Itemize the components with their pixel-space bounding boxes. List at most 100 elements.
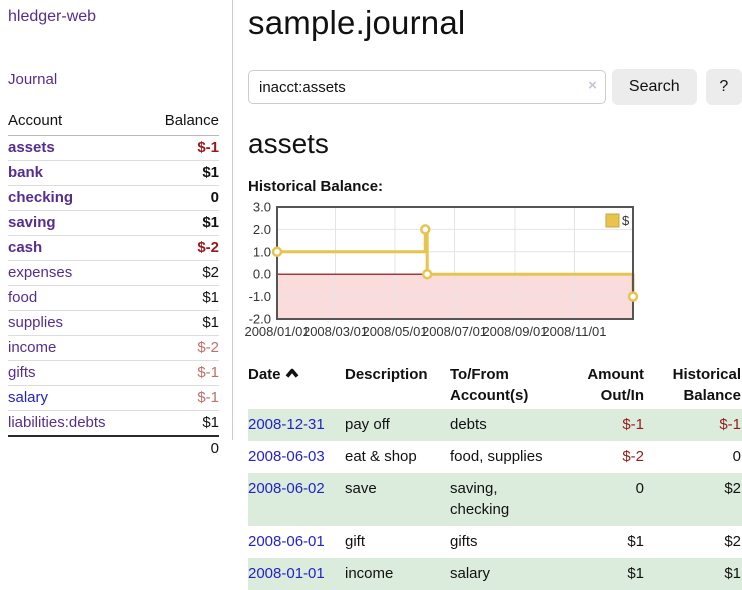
- account-row: gifts $-1: [8, 360, 219, 386]
- register-header-tofrom: To/From Account(s): [450, 366, 529, 404]
- account-balance: $1: [143, 160, 219, 186]
- search-button[interactable]: Search: [611, 69, 697, 105]
- register-row: 2008-06-01 gift gifts $1 $2: [248, 526, 742, 558]
- account-title: assets: [248, 128, 329, 159]
- clear-search-icon[interactable]: ×: [588, 77, 597, 94]
- transaction-date-link[interactable]: 2008-06-02: [248, 480, 325, 497]
- account-link-supplies[interactable]: supplies: [8, 314, 64, 331]
- register-description-cell: income: [345, 565, 394, 582]
- data-point-marker: [271, 246, 283, 258]
- register-row: 2008-01-01 income salary $1 $1: [248, 558, 742, 590]
- y-tick-label: 2.0: [253, 222, 271, 237]
- y-tick-label: 1.0: [253, 244, 271, 259]
- account-cell: expenses: [8, 260, 144, 286]
- account-link-saving[interactable]: saving: [8, 214, 56, 231]
- account-cell: gifts: [8, 360, 144, 386]
- data-point-marker: [627, 291, 639, 302]
- register-header-amount: Amount Out/In: [587, 366, 644, 404]
- account-cell: income: [8, 335, 144, 361]
- register-row: 2008-06-03 eat & shop food, supplies $-2 0: [248, 441, 742, 473]
- account-cell: cash: [8, 235, 144, 261]
- register-description-cell: eat & shop: [345, 448, 417, 465]
- account-cell: salary: [8, 385, 144, 411]
- register-date-cell: 2008-06-03: [248, 441, 345, 473]
- register-amount-cell: $-1: [562, 409, 644, 441]
- account-link-expenses[interactable]: expenses: [8, 264, 73, 281]
- accounts-total-spacer: [8, 435, 144, 461]
- account-row: income $-2: [8, 335, 219, 361]
- transaction-date-link[interactable]: 2008-12-31: [248, 416, 325, 433]
- register-amount-cell: $-2: [562, 441, 644, 473]
- x-tick-label: 2008/01/01: [244, 324, 309, 339]
- account-balance: $1: [143, 410, 219, 436]
- app-brand-link[interactable]: hledger-web: [8, 8, 97, 25]
- register-description-cell: gift: [345, 533, 366, 550]
- register-tofrom-cell: debts: [450, 416, 487, 433]
- register-date-cell: 2008-06-02: [248, 473, 345, 526]
- account-row: food $1: [8, 285, 219, 311]
- register-balance-cell: $2: [724, 533, 741, 550]
- data-point-marker: [420, 224, 431, 235]
- accounts-total-row: 0: [8, 435, 219, 461]
- sidebar: hledger-web Journal Account Balance asse…: [0, 0, 233, 461]
- account-balance: $-2: [143, 235, 219, 261]
- account-balance: $1: [143, 210, 219, 236]
- x-tick-label: 2008/05/01: [362, 324, 427, 339]
- y-tick-label: -2.0: [249, 312, 271, 327]
- register-balance-cell: $2: [724, 480, 741, 497]
- account-cell: bank: [8, 160, 144, 186]
- plot-border: [276, 206, 634, 320]
- search-row: × Search ?: [248, 69, 742, 105]
- chart-label: Historical Balance:: [248, 178, 384, 195]
- account-cell: saving: [8, 210, 144, 236]
- account-link-assets[interactable]: assets: [8, 139, 55, 156]
- x-tick-label: 2008/03/01: [303, 324, 368, 339]
- account-link-cash[interactable]: cash: [8, 239, 43, 256]
- search-input[interactable]: [248, 70, 606, 104]
- nav-journal-link[interactable]: Journal: [8, 71, 58, 88]
- account-link-liabilities-debts[interactable]: liabilities:debts: [8, 414, 106, 431]
- register-amount-cell-value: $-1: [622, 416, 644, 433]
- legend-swatch: [605, 213, 620, 228]
- account-row: salary $-1: [8, 385, 219, 411]
- account-row: saving $1: [8, 210, 219, 236]
- register-balance-cell: $1: [724, 565, 741, 582]
- account-balance: $2: [143, 260, 219, 286]
- register-row: 2008-12-31 pay off debts $-1 $-1: [248, 409, 742, 441]
- transaction-date-link[interactable]: 2008-01-01: [248, 565, 325, 582]
- register-tofrom-cell: food, supplies: [450, 448, 543, 465]
- account-row: cash $-2: [8, 235, 219, 261]
- register-amount-cell-value: $-2: [622, 448, 644, 465]
- accounts-header-balance: Balance: [143, 109, 219, 136]
- account-link-bank[interactable]: bank: [8, 164, 44, 181]
- account-link-food[interactable]: food: [8, 289, 38, 306]
- data-point-marker: [421, 268, 433, 280]
- account-row: assets $-1: [8, 136, 219, 161]
- register-amount-cell: $1: [627, 533, 644, 550]
- account-balance: $1: [143, 310, 219, 336]
- help-button[interactable]: ?: [705, 69, 742, 105]
- transaction-date-link[interactable]: 2008-06-01: [248, 533, 325, 550]
- account-link-gifts[interactable]: gifts: [8, 364, 36, 381]
- accounts-header-account: Account: [8, 109, 144, 136]
- account-link-income[interactable]: income: [8, 339, 57, 356]
- account-row: checking 0: [8, 185, 219, 211]
- register-amount-cell: $1: [627, 565, 644, 582]
- account-row: bank $1: [8, 160, 219, 186]
- account-cell: supplies: [8, 310, 144, 336]
- main-content: sample.journal × Search ? assets Histori…: [244, 0, 742, 590]
- account-cell: liabilities:debts: [8, 410, 144, 436]
- y-tick-label: -1.0: [249, 289, 271, 304]
- sort-ascending-icon: [285, 364, 299, 385]
- register-header-description: Description: [345, 366, 428, 383]
- account-cell: food: [8, 285, 144, 311]
- account-cell: checking: [8, 185, 144, 211]
- register-date-cell: 2008-01-01: [248, 558, 345, 590]
- register-header-date[interactable]: Date: [248, 363, 345, 409]
- account-link-checking[interactable]: checking: [8, 189, 74, 206]
- register-row: 2008-06-02 save saving, checking 0 $2: [248, 473, 742, 526]
- account-balance: $1: [143, 285, 219, 311]
- legend-label: $: [622, 213, 630, 228]
- transaction-date-link[interactable]: 2008-06-03: [248, 448, 325, 465]
- account-link-salary[interactable]: salary: [8, 389, 49, 406]
